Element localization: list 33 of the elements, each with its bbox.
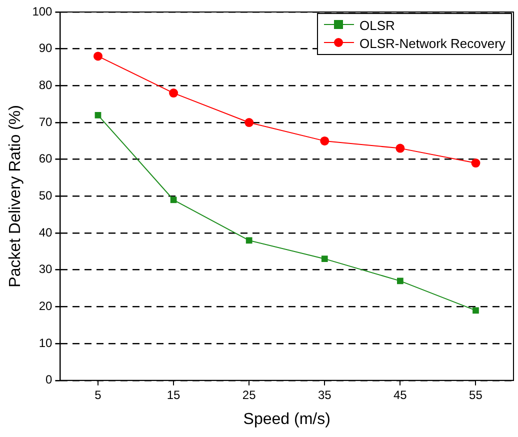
y-tick-label: 10: [38, 336, 53, 350]
point: [320, 136, 330, 146]
y-tick-label: 100: [32, 4, 53, 18]
y-tick-label: 20: [38, 299, 53, 314]
point: [169, 88, 178, 98]
x-tick-label: 55: [469, 388, 483, 402]
y-tick-label: 0: [46, 372, 53, 387]
point: [170, 196, 177, 204]
x-axis-title: Speed (m/s): [243, 410, 330, 428]
point: [246, 237, 252, 244]
y-tick-label: 30: [38, 262, 53, 276]
x-tick-label: 5: [94, 388, 102, 402]
x-tick-label: 35: [318, 388, 332, 402]
point: [94, 112, 102, 118]
x-tick-label: 45: [394, 388, 408, 402]
point: [471, 158, 480, 168]
point: [321, 256, 328, 262]
y-tick-label: 80: [38, 78, 53, 92]
y-tick-label: 90: [38, 41, 53, 56]
y-tick-label: 70: [38, 114, 53, 129]
point: [244, 118, 254, 128]
y-tick-label: 50: [38, 188, 53, 203]
y-tick-label: 60: [38, 152, 53, 166]
point: [396, 144, 405, 153]
y-axis-title: Packet Delivery Ratio (%): [7, 105, 24, 288]
point: [472, 307, 479, 314]
y-tick-label: 40: [38, 225, 53, 240]
legend-label: OLSR: [360, 18, 395, 32]
point: [397, 278, 404, 284]
x-tick-label: 25: [242, 388, 256, 402]
x-tick-label: 15: [166, 388, 181, 402]
point: [93, 52, 102, 61]
legend-label: OLSR-Network Recovery: [360, 36, 506, 50]
